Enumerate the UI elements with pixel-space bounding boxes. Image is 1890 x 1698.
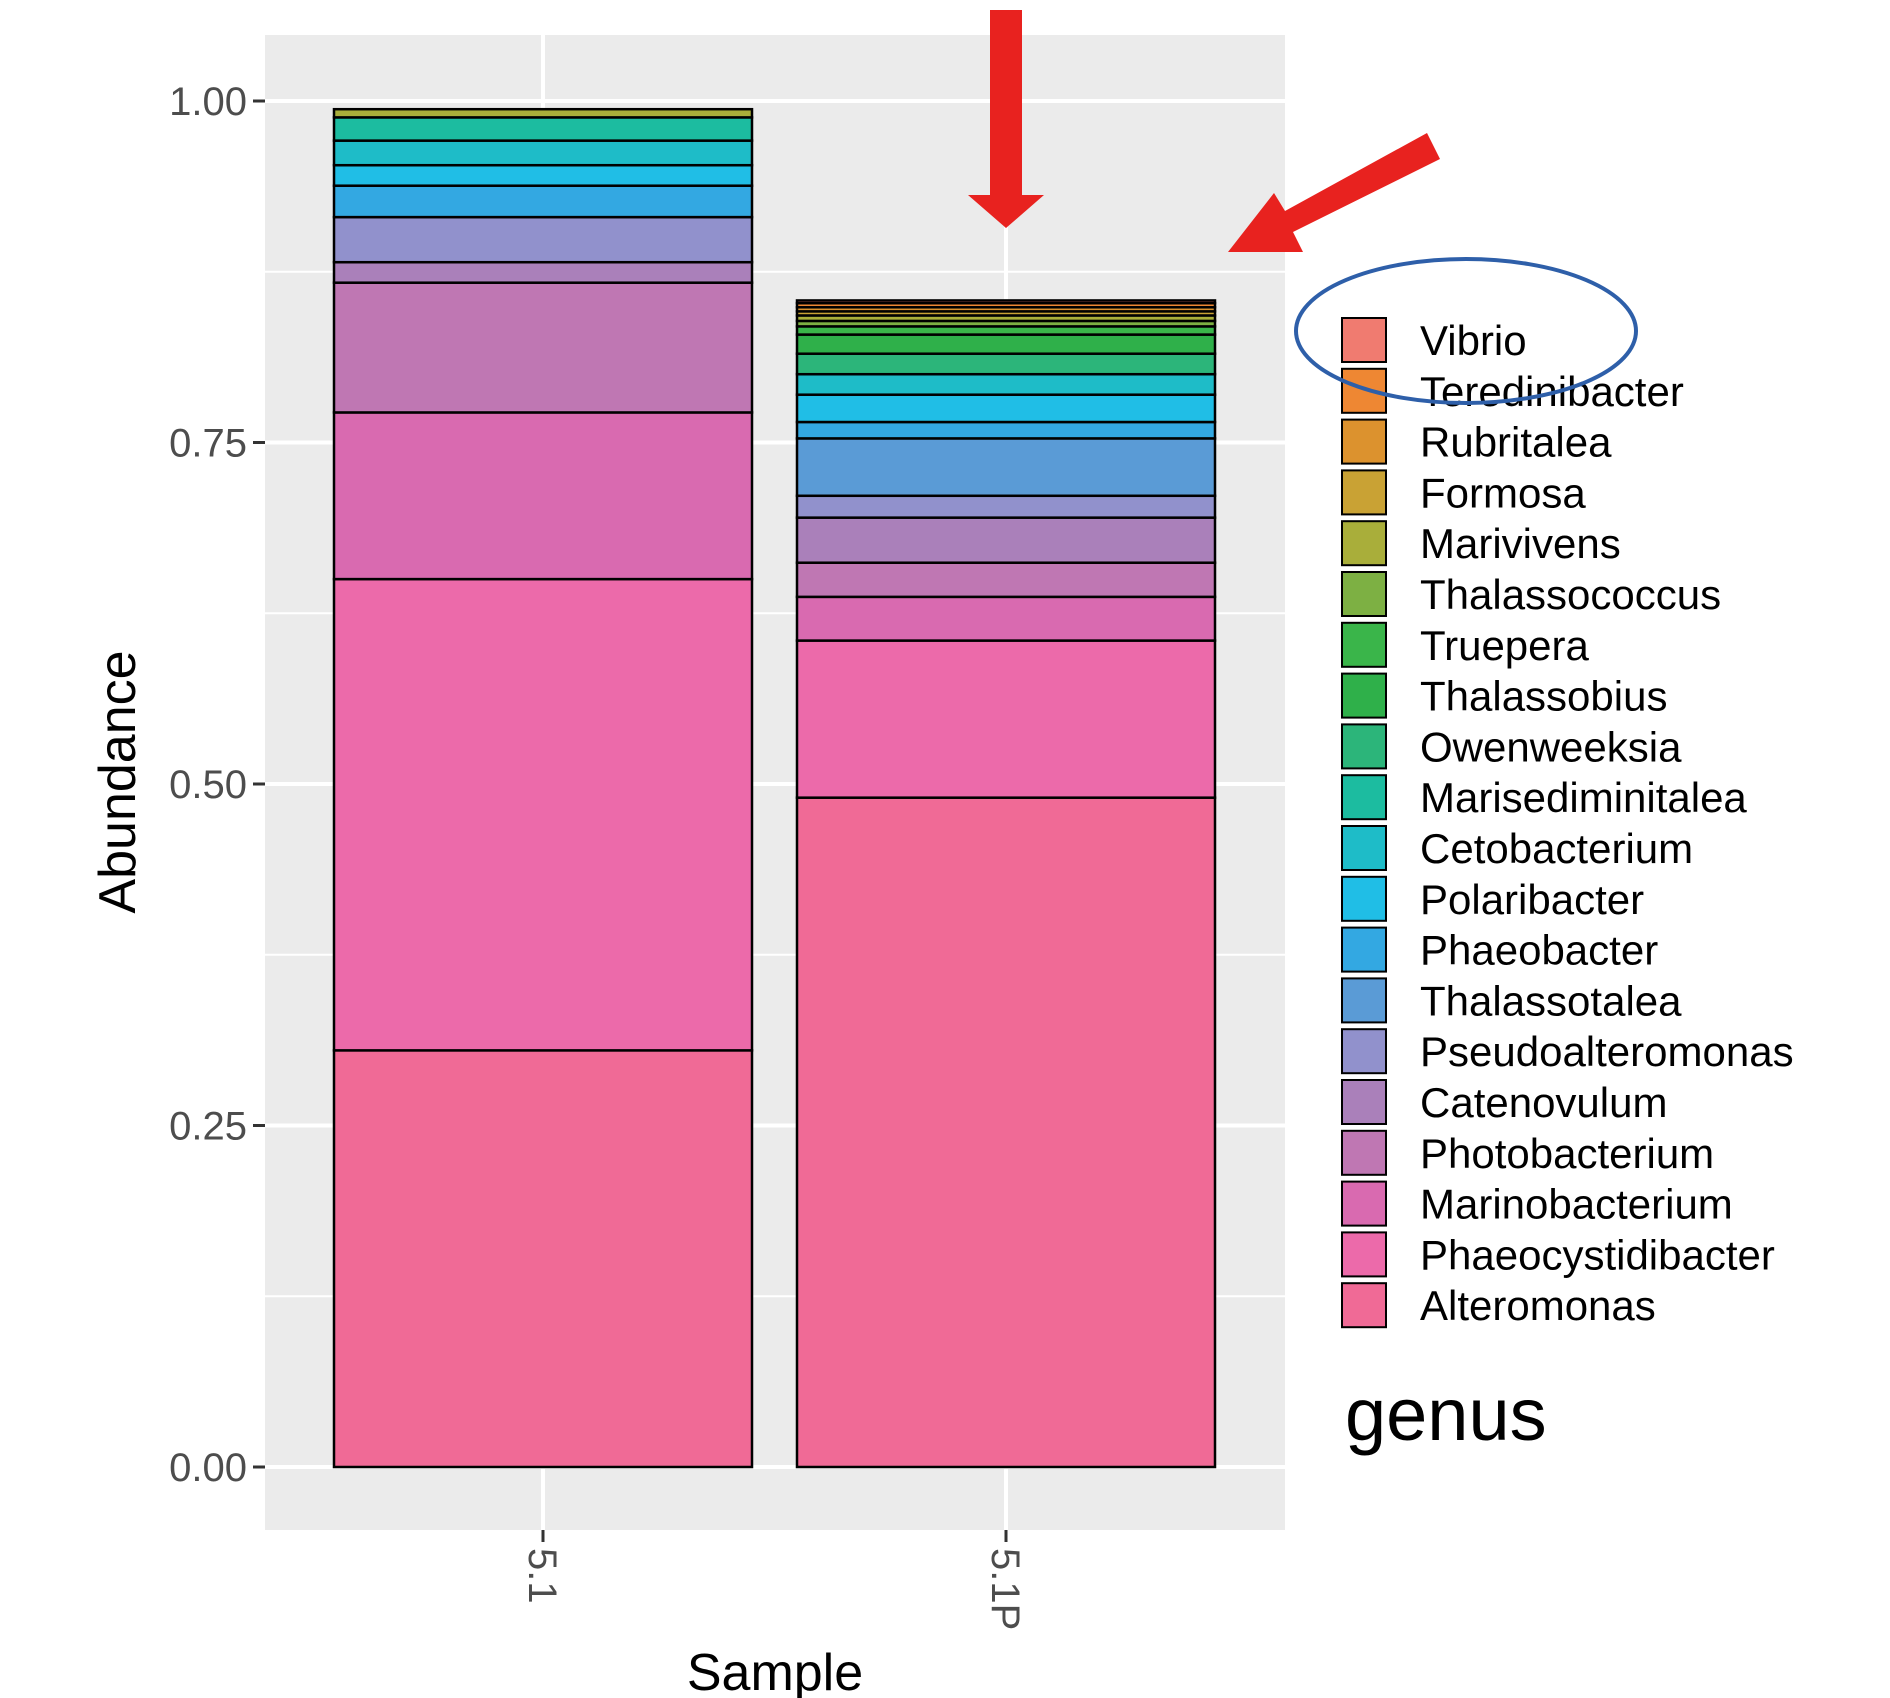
bar-segment (332, 1049, 754, 1469)
legend-title: genus (1345, 1373, 1547, 1456)
legend-label: Formosa (1420, 469, 1586, 516)
legend-key (1341, 1028, 1387, 1075)
legend: VibrioTeredinibacterRubritaleaFormosaMar… (1341, 317, 1794, 1456)
legend-label: Pseudoalteromonas (1420, 1028, 1794, 1075)
legend-key (1341, 621, 1387, 668)
bar-segment (795, 333, 1217, 355)
legend-label: Thalassobius (1420, 673, 1667, 720)
legend-key (1341, 875, 1387, 922)
bars (332, 107, 1217, 1469)
legend-key (1341, 469, 1387, 516)
red-arrow-diagonal-icon (1228, 133, 1440, 252)
bar-segment (795, 796, 1217, 1469)
y-tick-label: 0.25 (169, 1105, 247, 1149)
legend-key (1341, 1231, 1387, 1278)
y-axis: 0.00 0.25 0.50 0.75 1.00 (169, 80, 265, 1490)
legend-key (1341, 977, 1387, 1024)
legend-label: Phaeocystidibacter (1420, 1231, 1775, 1278)
legend-label: Rubritalea (1420, 419, 1612, 466)
legend-key (1341, 367, 1387, 414)
legend-key (1341, 774, 1387, 821)
bar-segment (795, 352, 1217, 376)
legend-key (1341, 1180, 1387, 1227)
bar-segment (332, 260, 754, 284)
bar-segment (332, 215, 754, 264)
bar-segment (795, 494, 1217, 519)
bar-segment (795, 299, 1217, 305)
legend-key (1341, 317, 1387, 363)
y-tick-label: 0.00 (169, 1446, 247, 1490)
legend-label: Thalassococcus (1420, 571, 1721, 618)
bar-segment (795, 516, 1217, 564)
bar-segment (332, 184, 754, 219)
y-tick-label: 1.00 (169, 80, 247, 124)
legend-key (1341, 723, 1387, 770)
y-tick-label: 0.75 (169, 422, 247, 466)
legend-key (1341, 418, 1387, 465)
bar-segment (795, 561, 1217, 599)
legend-key (1341, 571, 1387, 617)
legend-label: Marisediminitalea (1420, 774, 1747, 821)
bar-segment (332, 116, 754, 142)
legend-key (1341, 825, 1387, 871)
legend-label: Marivivens (1420, 520, 1621, 567)
legend-key (1341, 520, 1387, 567)
legend-key (1341, 1129, 1387, 1176)
bar-segment (795, 372, 1217, 396)
bar-segment (332, 411, 754, 581)
bar-segment (795, 595, 1217, 642)
bar-segment (332, 577, 754, 1052)
legend-label: Photobacterium (1420, 1130, 1714, 1177)
x-axis-title: Sample (687, 1644, 863, 1698)
bar-segment (332, 163, 754, 187)
y-axis-title: Abundance (89, 650, 147, 913)
annotations (968, 10, 1638, 405)
bar-segment (332, 107, 754, 119)
bar-segment (795, 639, 1217, 799)
legend-label: Marinobacterium (1420, 1181, 1733, 1228)
y-tick-label: 0.50 (169, 763, 247, 807)
x-axis: 5.1 5.1P (520, 1530, 1027, 1630)
legend-key (1341, 1079, 1387, 1125)
legend-label: Cetobacterium (1420, 825, 1693, 872)
legend-key (1341, 672, 1387, 719)
legend-label: Phaeobacter (1420, 927, 1658, 974)
legend-label: Thalassotalea (1420, 977, 1682, 1024)
legend-label: Truepera (1420, 622, 1590, 669)
x-tick-label: 5.1P (983, 1548, 1027, 1630)
legend-label: Polaribacter (1420, 876, 1644, 923)
legend-label: Owenweeksia (1420, 723, 1682, 770)
legend-key (1341, 1282, 1387, 1329)
legend-key (1341, 926, 1387, 973)
legend-label: Alteromonas (1420, 1282, 1656, 1329)
bar-segment (332, 139, 754, 167)
blue-ellipse-highlight (1294, 257, 1638, 405)
legend-label: Catenovulum (1420, 1079, 1667, 1126)
bar-segment (795, 393, 1217, 424)
x-tick-label: 5.1 (520, 1548, 564, 1604)
red-arrow-down-icon (968, 10, 1044, 228)
bar-segment (332, 281, 754, 414)
bar-segment (795, 420, 1217, 440)
bar-segment (795, 437, 1217, 498)
legend-label: Vibrio (1420, 317, 1527, 364)
